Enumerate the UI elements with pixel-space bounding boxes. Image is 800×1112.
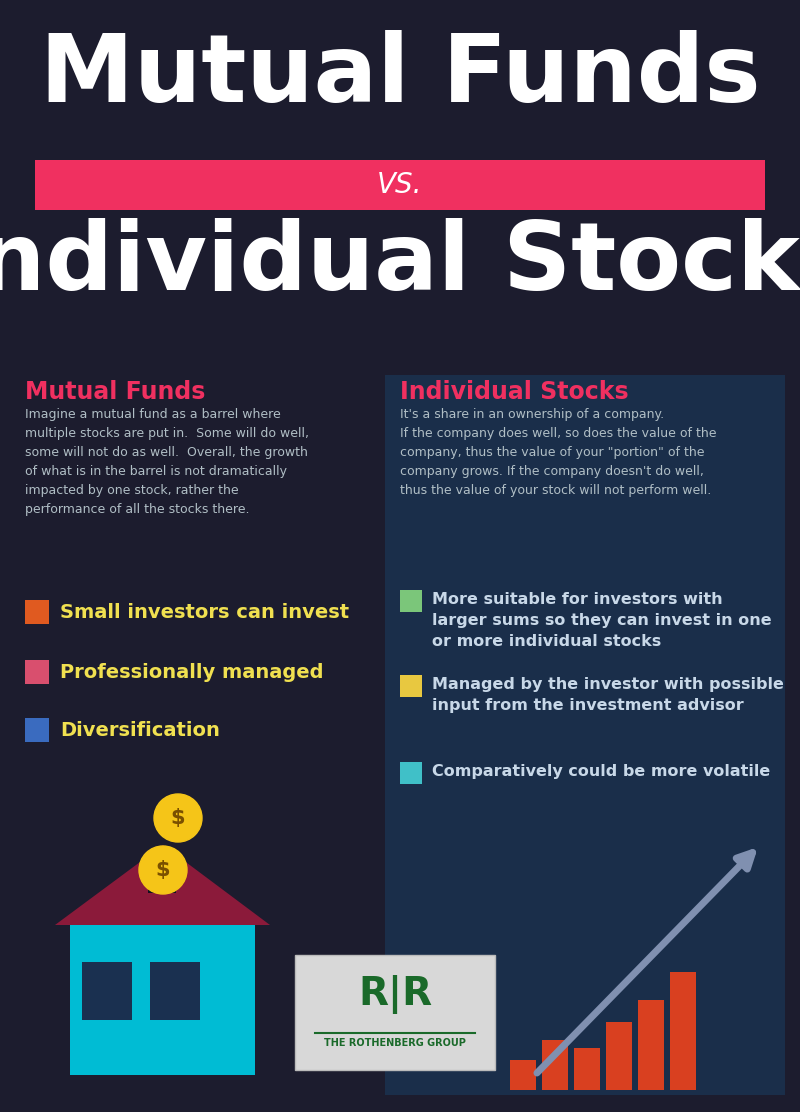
- Text: Individual Stocks: Individual Stocks: [400, 380, 629, 404]
- Text: More suitable for investors with
larger sums so they can invest in one
or more i: More suitable for investors with larger …: [432, 592, 772, 649]
- Text: Mutual Funds: Mutual Funds: [40, 30, 760, 122]
- Text: Mutual Funds: Mutual Funds: [25, 380, 206, 404]
- Text: Professionally managed: Professionally managed: [60, 663, 323, 682]
- FancyBboxPatch shape: [400, 590, 422, 612]
- FancyBboxPatch shape: [510, 1060, 536, 1090]
- Text: Small investors can invest: Small investors can invest: [60, 603, 349, 622]
- Text: VS.: VS.: [378, 171, 422, 199]
- FancyBboxPatch shape: [400, 762, 422, 784]
- FancyBboxPatch shape: [148, 886, 176, 893]
- Text: Individual Stocks: Individual Stocks: [0, 218, 800, 310]
- Text: R|R: R|R: [358, 975, 432, 1014]
- FancyBboxPatch shape: [295, 955, 495, 1070]
- FancyBboxPatch shape: [25, 718, 49, 742]
- Polygon shape: [55, 845, 270, 925]
- FancyBboxPatch shape: [35, 160, 765, 210]
- FancyBboxPatch shape: [638, 1000, 664, 1090]
- FancyBboxPatch shape: [25, 661, 49, 684]
- FancyBboxPatch shape: [150, 962, 200, 1020]
- Text: $: $: [156, 860, 170, 880]
- FancyBboxPatch shape: [400, 675, 422, 697]
- FancyBboxPatch shape: [574, 1048, 600, 1090]
- Text: Managed by the investor with possible
input from the investment advisor: Managed by the investor with possible in…: [432, 677, 784, 713]
- Text: THE ROTHENBERG GROUP: THE ROTHENBERG GROUP: [324, 1037, 466, 1048]
- FancyBboxPatch shape: [542, 1040, 568, 1090]
- Text: Imagine a mutual fund as a barrel where
multiple stocks are put in.  Some will d: Imagine a mutual fund as a barrel where …: [25, 408, 309, 516]
- FancyBboxPatch shape: [25, 600, 49, 624]
- FancyBboxPatch shape: [670, 972, 696, 1090]
- FancyBboxPatch shape: [82, 962, 132, 1020]
- FancyBboxPatch shape: [606, 1022, 632, 1090]
- FancyBboxPatch shape: [70, 920, 255, 1075]
- Text: It's a share in an ownership of a company.
If the company does well, so does the: It's a share in an ownership of a compan…: [400, 408, 717, 497]
- Circle shape: [154, 794, 202, 842]
- Circle shape: [139, 846, 187, 894]
- Text: Diversification: Diversification: [60, 721, 220, 739]
- Text: Comparatively could be more volatile: Comparatively could be more volatile: [432, 764, 770, 780]
- Text: $: $: [170, 808, 186, 828]
- FancyBboxPatch shape: [385, 375, 785, 1095]
